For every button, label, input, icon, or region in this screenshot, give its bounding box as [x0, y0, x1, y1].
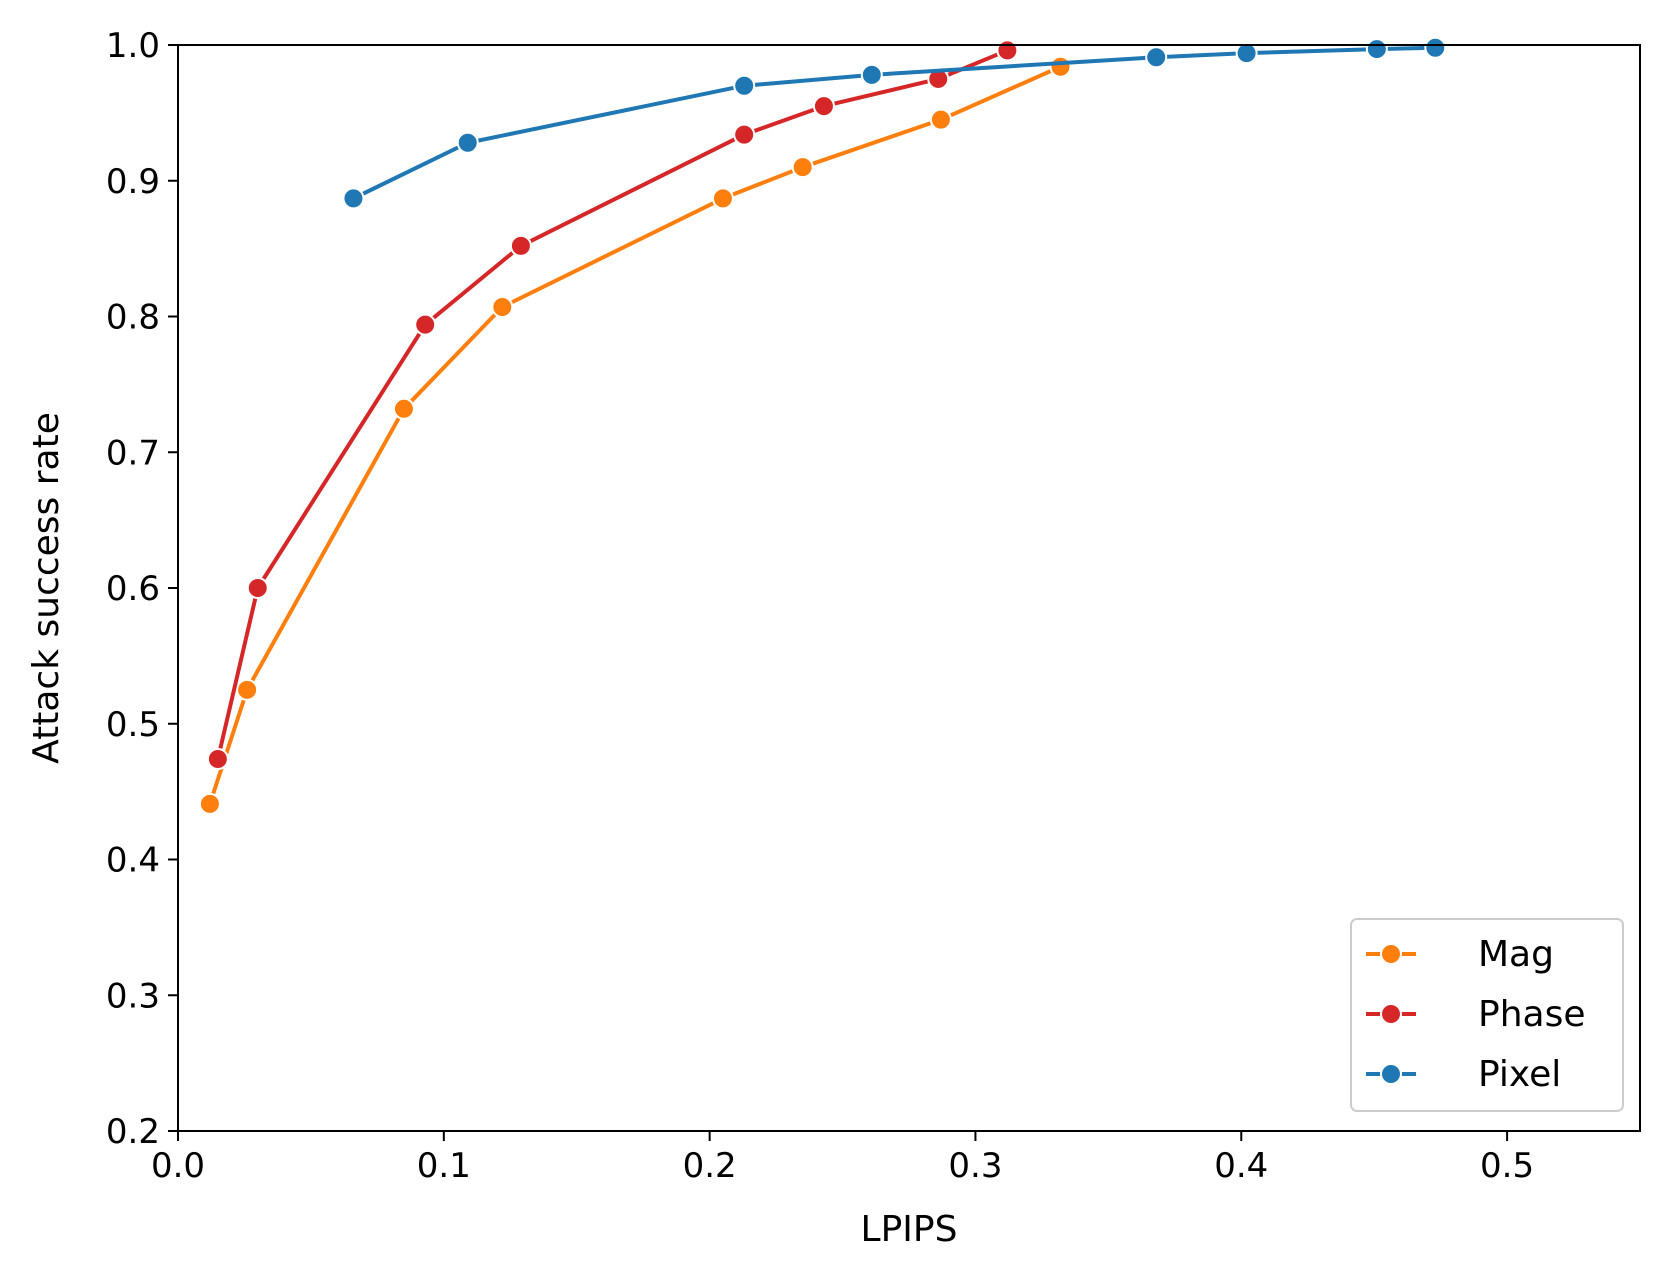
- x-tick-label: 0.0: [151, 1146, 205, 1186]
- series-layer: [198, 36, 1447, 815]
- data-point: [1424, 36, 1447, 59]
- legend-label: Pixel: [1478, 1054, 1561, 1095]
- data-point: [509, 234, 532, 257]
- x-tick-label: 0.4: [1214, 1146, 1268, 1186]
- data-point: [1365, 38, 1388, 61]
- data-point: [733, 74, 756, 97]
- data-point: [812, 95, 835, 118]
- legend-marker-swatch: [1380, 1063, 1402, 1085]
- data-point: [996, 39, 1019, 62]
- data-point: [236, 678, 259, 701]
- y-tick-label: 0.7: [106, 433, 160, 473]
- legend-label: Mag: [1478, 934, 1554, 975]
- data-point: [1235, 42, 1258, 65]
- y-axis: 0.2 0.3 0.4 0.5 0.6 0.7 0.8 0.9 1.0: [106, 26, 178, 1152]
- y-tick-label: 0.3: [106, 976, 160, 1016]
- y-tick-label: 1.0: [106, 26, 160, 66]
- series-line-phase: [215, 48, 1010, 762]
- data-point: [1049, 55, 1072, 78]
- series-mag: [198, 55, 1072, 815]
- data-point: [1145, 46, 1168, 69]
- legend-marker-swatch: [1380, 1003, 1402, 1025]
- y-tick-label: 0.6: [106, 569, 160, 609]
- y-tick-label: 0.8: [106, 298, 160, 338]
- data-point: [342, 187, 365, 210]
- legend-marker-swatch: [1380, 943, 1402, 965]
- x-axis: 0.0 0.1 0.2 0.3 0.4 0.5: [151, 1131, 1534, 1186]
- legend-box: [1350, 918, 1624, 1112]
- legend-item-mag: Mag: [1366, 934, 1554, 975]
- y-tick-label: 0.9: [106, 162, 160, 202]
- data-point: [206, 748, 229, 771]
- x-tick-label: 0.3: [948, 1146, 1002, 1186]
- data-point: [491, 295, 514, 318]
- y-tick-label: 0.4: [106, 841, 160, 881]
- data-point: [456, 131, 479, 154]
- data-point: [711, 187, 734, 210]
- x-tick-label: 0.2: [683, 1146, 737, 1186]
- data-point: [246, 577, 269, 599]
- data-point: [733, 123, 756, 146]
- x-axis-label: LPIPS: [861, 1209, 958, 1250]
- series-line-pixel: [351, 45, 1438, 201]
- data-point: [198, 792, 221, 815]
- legend: Mag Phase Pixel: [1350, 918, 1624, 1112]
- y-axis-label: Attack success rate: [26, 412, 67, 764]
- legend-item-pixel: Pixel: [1366, 1054, 1561, 1095]
- data-point: [929, 108, 952, 131]
- data-point: [392, 397, 415, 420]
- legend-label: Phase: [1478, 994, 1586, 1035]
- x-tick-label: 0.1: [417, 1146, 471, 1186]
- y-tick-label: 0.5: [106, 705, 160, 745]
- series-line-mag: [207, 64, 1063, 806]
- y-tick-label: 0.2: [106, 1112, 160, 1152]
- data-point: [860, 63, 883, 86]
- legend-item-phase: Phase: [1366, 994, 1586, 1035]
- data-point: [414, 313, 437, 336]
- x-tick-label: 0.5: [1480, 1146, 1534, 1186]
- data-point: [791, 156, 814, 179]
